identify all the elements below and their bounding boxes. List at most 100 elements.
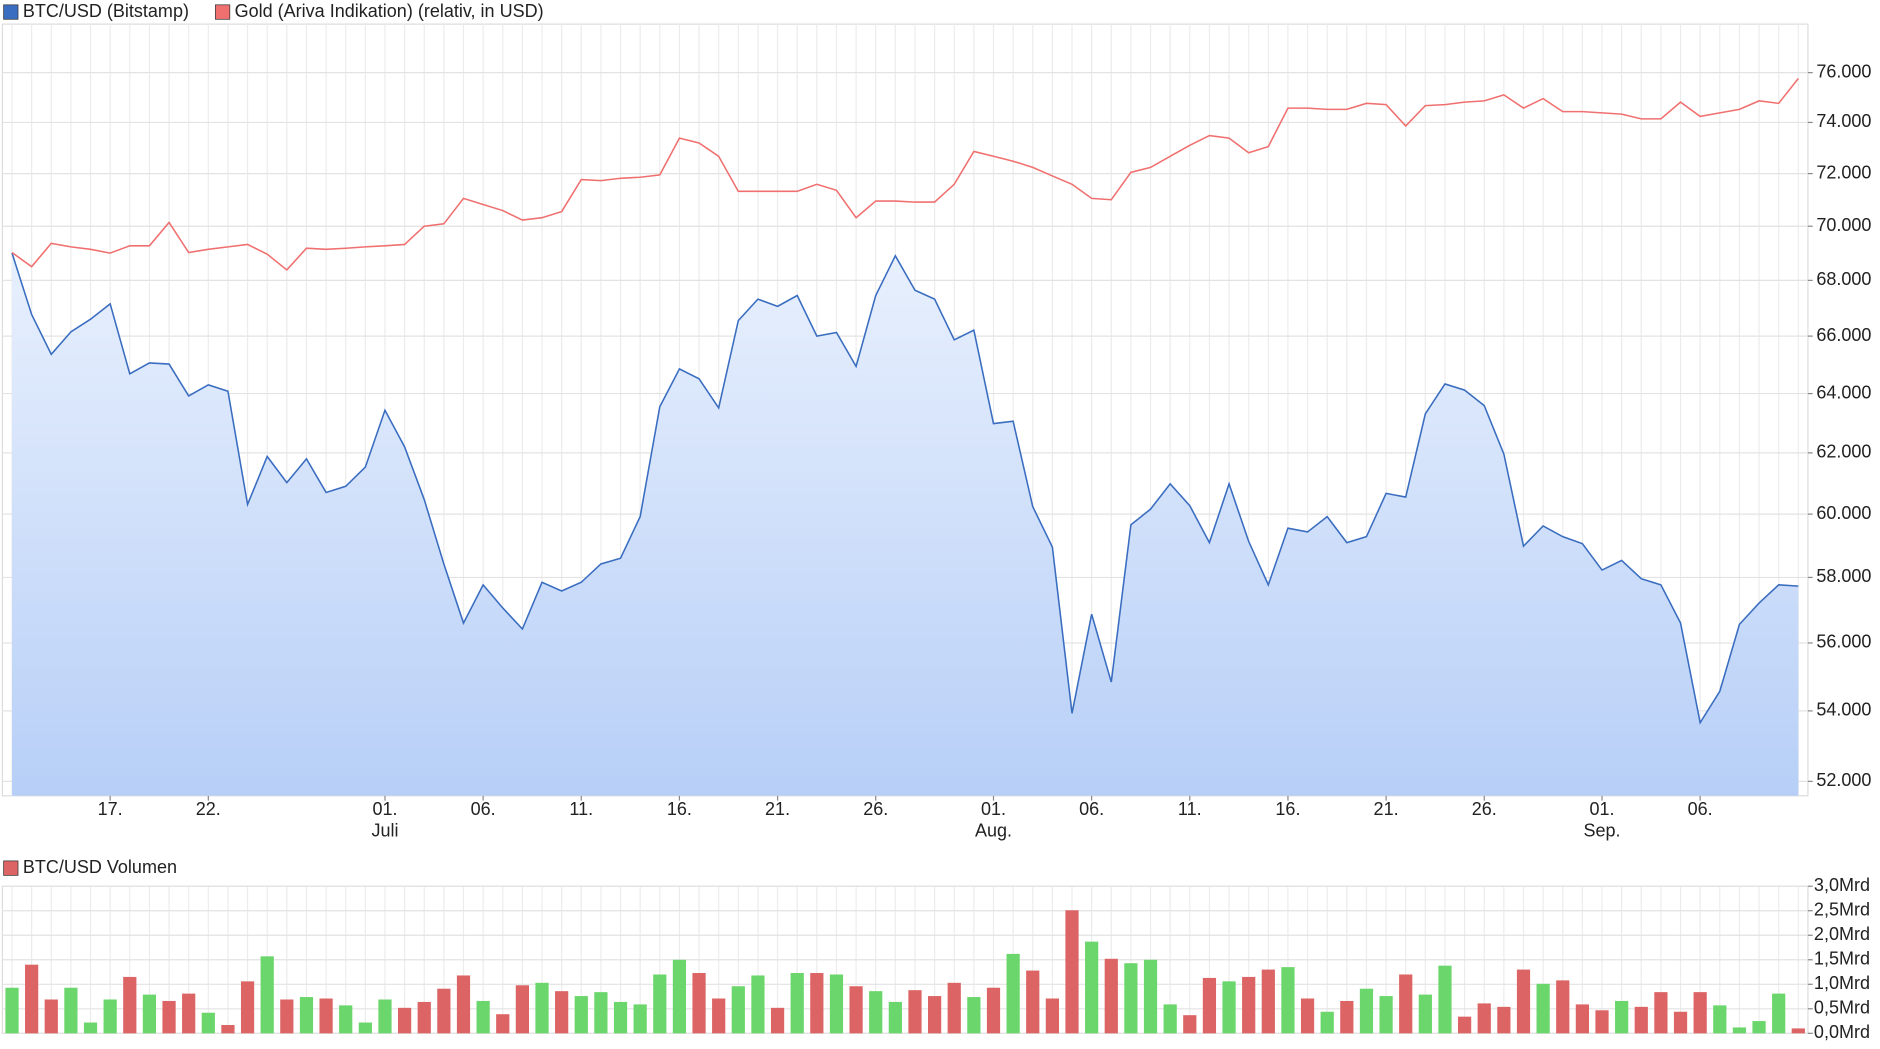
x-tick-label: 26. [863,799,888,819]
volume-bar [829,974,844,1034]
x-tick-label: 26. [1472,799,1497,819]
area [12,253,1799,796]
volume-bar [1673,1011,1688,1034]
volume-bar [1595,1010,1609,1034]
volume-bar [672,959,687,1034]
volume-bar [1379,996,1393,1034]
volume-bar [44,999,58,1034]
volume-bar [908,990,922,1034]
y-tick-label: 2,5Mrd [1814,899,1870,919]
y-tick-label: 74.000 [1816,111,1871,131]
volume-bar [947,982,961,1034]
volume-bar [1615,1000,1629,1034]
x-tick-label: 21. [765,799,790,819]
volume-bar [1458,1016,1472,1034]
volume-bar [1320,1011,1334,1034]
volume-bar [555,991,569,1034]
volume-bar [1261,969,1275,1034]
volume-bar [888,1001,902,1034]
y-tick-label: 76.000 [1816,61,1871,81]
volume-bar [515,985,529,1034]
legend-label: Gold (Ariva Indikation) (relativ, in USD… [235,1,544,21]
volume-bar [1772,993,1786,1034]
volume-bar [731,986,745,1034]
x-month-label: Juli [371,821,398,841]
volume-bar [1713,1005,1727,1034]
volume-bar [280,999,294,1034]
volume-bar [240,981,255,1034]
volume-bar [1045,998,1059,1034]
volume-bar [692,973,706,1034]
volume-bar [1065,910,1079,1034]
series-line [11,252,1799,725]
volume-bar [770,1007,785,1034]
volume-bar [1202,977,1217,1034]
volume-bar [103,999,117,1034]
volume-bar [456,975,471,1034]
y-tick-label: 52.000 [1816,770,1871,790]
x-tick-label: 16. [667,799,692,819]
volume-bar [790,973,804,1034]
volume-bar [869,991,883,1034]
series-line [11,78,1799,272]
volume-bar [1654,992,1668,1034]
volume-bar [83,1022,98,1034]
y-tick-label: 3,0Mrd [1814,875,1870,895]
volume-bar [633,1004,647,1034]
volume-bar [182,993,196,1034]
volume-bar [1556,980,1570,1034]
volume-bar [594,992,608,1034]
x-tick-label: 21. [1374,799,1399,819]
volume-bar [221,1024,235,1034]
y-tick-label: 60.000 [1816,503,1871,523]
volume-bar [437,988,451,1034]
volume-bar [1183,1015,1197,1034]
x-tick-label: 01. [1589,799,1614,819]
y-tick-label: 66.000 [1816,325,1871,345]
y-tick-label: 58.000 [1816,566,1871,586]
volume-bar [339,1005,353,1034]
volume-bar [1497,1006,1511,1034]
x-tick-label: 01. [981,799,1006,819]
x-tick-label: 01. [372,799,397,819]
volume-bar [535,982,549,1034]
legend-swatch [215,4,231,20]
volume-bar [1163,1004,1177,1034]
volume-bar [751,975,765,1034]
volume-bar [613,1001,628,1034]
y-tick-label: 68.000 [1816,269,1871,289]
y-tick-label: 56.000 [1816,632,1871,652]
y-tick-label: 0,0Mrd [1814,1022,1870,1042]
volume-bar [417,1001,431,1034]
volume-bar [1732,1027,1747,1034]
y-tick-label: 70.000 [1816,215,1871,235]
legend-swatch [3,860,19,876]
y-tick-label: 62.000 [1816,442,1871,462]
volume-bar [64,987,78,1034]
volume-bar [1575,1004,1589,1034]
x-tick-label: 17. [98,799,123,819]
volume-bar [1536,983,1550,1034]
x-tick-label: 11. [1178,799,1202,819]
x-tick-label: 22. [196,799,221,819]
x-tick-label: 06. [1688,799,1713,819]
volume-bar [1006,953,1020,1034]
volume-bar [1791,1028,1805,1034]
volume-bar [1104,958,1118,1034]
volume-bar [712,998,726,1034]
volume-bar [397,1007,412,1034]
volume-bar [5,987,19,1034]
volume-bar [1242,976,1256,1034]
volume-bar [358,1022,372,1034]
volume-bar [1222,981,1236,1034]
y-tick-label: 72.000 [1816,162,1871,182]
volume-bar [1634,1006,1648,1034]
volume-bar [1026,970,1040,1034]
y-tick-label: 2,0Mrd [1814,924,1870,944]
x-tick-label: 06. [471,799,496,819]
volume-bar [142,994,157,1034]
volume-bar [1693,992,1707,1034]
x-month-label: Aug. [975,821,1012,841]
volume-bar [1340,1000,1354,1034]
